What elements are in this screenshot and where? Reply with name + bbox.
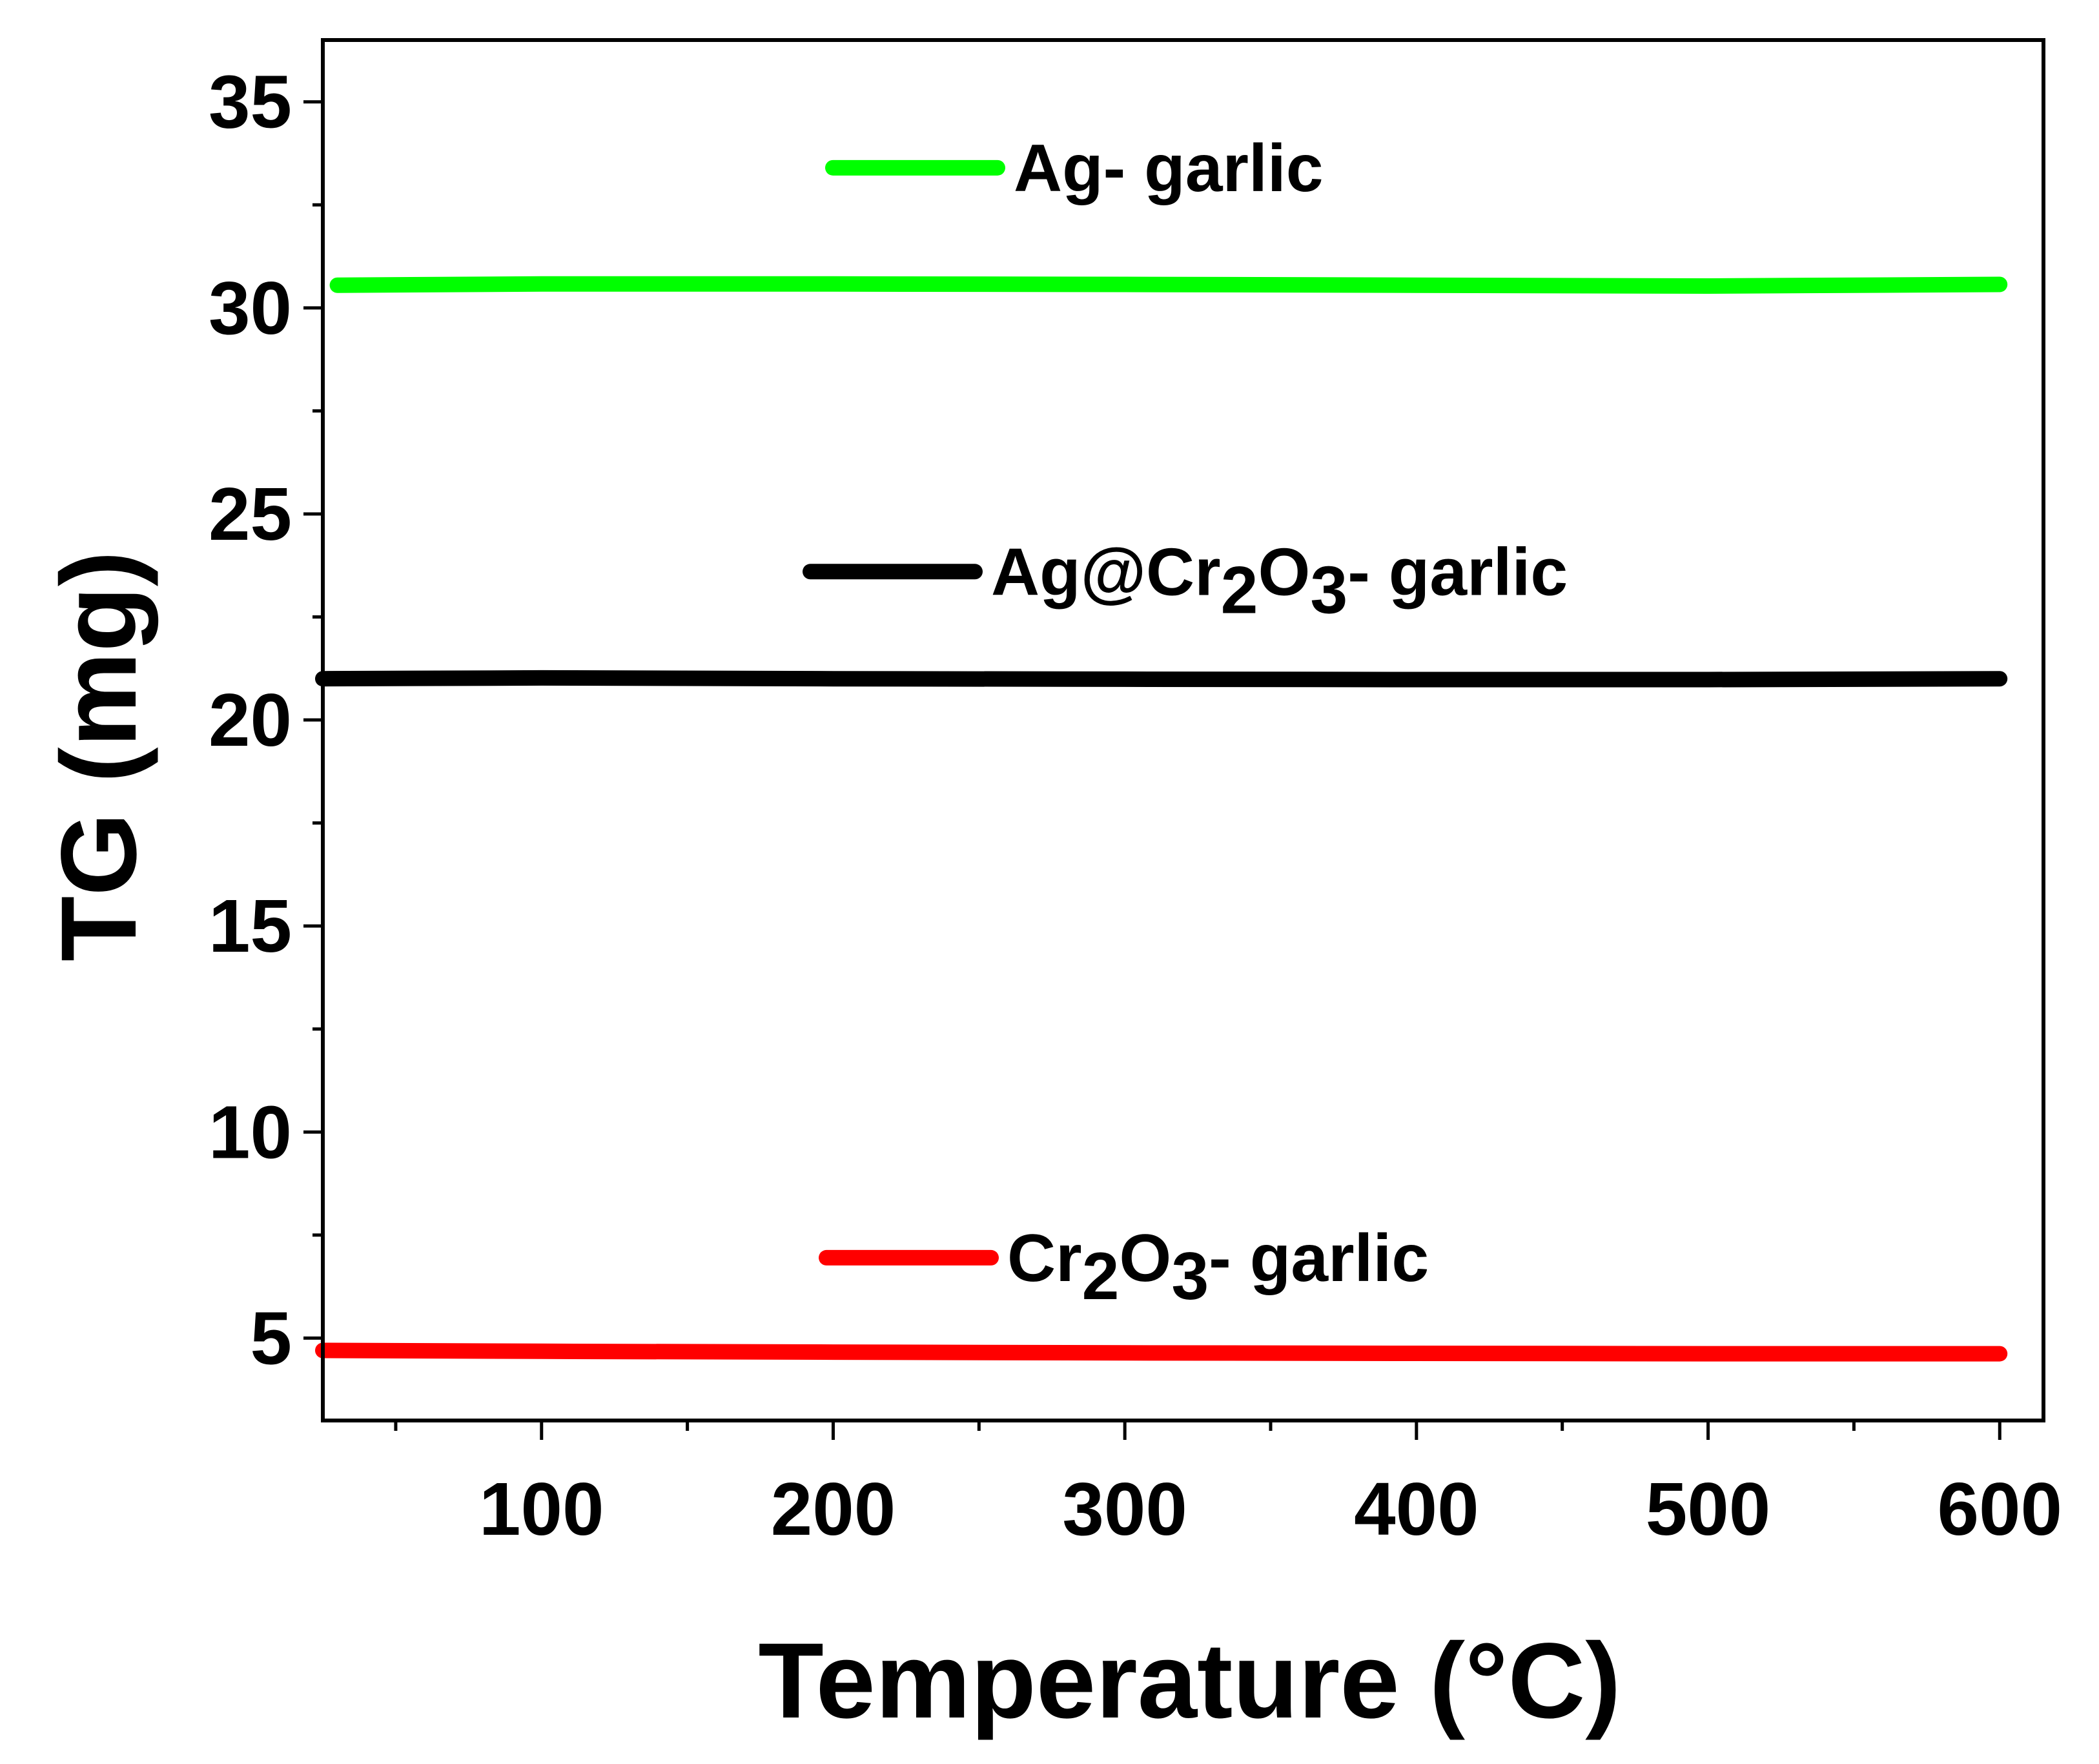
y-axis-title: TG (mg) xyxy=(39,551,159,961)
x-axis-title: Temperature (°C) xyxy=(758,1621,1621,1741)
x-tick-label: 500 xyxy=(1646,1467,1771,1551)
legend-label-text: O xyxy=(1119,1221,1171,1296)
y-tick-label: 15 xyxy=(209,884,292,968)
series-line-0 xyxy=(329,276,2008,294)
y-tick-label: 20 xyxy=(209,678,292,762)
legend-label-text: O xyxy=(1258,535,1310,610)
y-tick-label: 35 xyxy=(209,60,292,144)
x-tick-label: 400 xyxy=(1354,1467,1479,1551)
y-tick-label: 30 xyxy=(209,266,292,350)
legend-label-2: Cr2O3- garlic xyxy=(1007,1221,1429,1314)
x-tick-label: 600 xyxy=(1937,1467,2062,1551)
series-line-1 xyxy=(315,670,2008,688)
x-tick-label: 300 xyxy=(1062,1467,1187,1551)
legend-label-subscript: 3 xyxy=(1310,553,1347,628)
y-tick-label: 25 xyxy=(209,472,292,556)
legend-label-subscript: 2 xyxy=(1221,553,1258,628)
legend-label-subscript: 3 xyxy=(1171,1239,1209,1314)
series-layer xyxy=(315,276,2008,1362)
plot-frame xyxy=(321,38,2045,1422)
series-line-2 xyxy=(315,1342,2008,1362)
legend-label-subscript: 2 xyxy=(1082,1239,1120,1314)
legend-label-text: - garlic xyxy=(1347,535,1568,610)
y-tick-label: 5 xyxy=(250,1296,292,1380)
legend-label-text: Cr xyxy=(1007,1221,1082,1296)
legend-label-text: Ag- garlic xyxy=(1014,131,1324,206)
axes-layer: 5 10 15 20 25 30 35 100 200 300 400 500 600 xyxy=(209,38,2062,1551)
x-tick-label: 100 xyxy=(479,1467,604,1551)
x-tick-label: 200 xyxy=(771,1467,896,1551)
legend-label-text: - garlic xyxy=(1209,1221,1429,1296)
legend-label-1: Ag@Cr2O3- garlic xyxy=(991,535,1568,628)
legend-label-text: Ag@Cr xyxy=(991,535,1221,610)
legend-label-0: Ag- garlic xyxy=(1014,131,1324,206)
y-tick-label: 10 xyxy=(209,1090,292,1174)
